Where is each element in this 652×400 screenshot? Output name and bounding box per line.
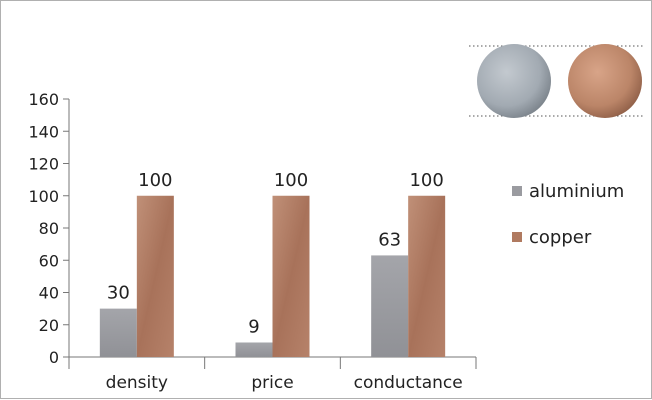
bar-copper [272,195,310,357]
y-tick-label: 40 [39,284,59,303]
bar-copper [136,195,174,357]
copper-disc [568,44,642,118]
metal-samples-image [469,44,644,118]
data-label-copper: 100 [138,170,172,191]
legend-swatch-copper [512,232,522,242]
y-tick-label: 60 [39,251,59,270]
y-tick-label: 20 [39,316,59,335]
y-tick-label: 80 [39,219,59,238]
y-tick-label: 0 [49,348,59,367]
bar-aluminium [99,308,137,357]
bar-copper [408,195,446,357]
legend-swatch-aluminium [512,186,522,196]
chart-bars [99,195,446,357]
y-tick-label: 120 [28,155,59,174]
data-label-aluminium: 30 [107,283,130,304]
chart-labels: 30 100 density 9 100 price 63 100 conductance [106,170,463,393]
x-category-label: density [106,373,168,393]
y-tick-label: 140 [28,122,59,141]
bar-aluminium [235,342,273,357]
data-label-copper: 100 [409,170,443,191]
legend-label-copper: copper [529,227,592,248]
y-tick-label: 160 [28,90,59,109]
legend-label-aluminium: aluminium [529,181,624,202]
chart-legend: aluminium copper [512,181,624,248]
data-label-aluminium: 9 [248,316,259,337]
aluminium-disc [477,44,551,118]
bar-aluminium [371,255,409,357]
y-tick-label: 100 [28,187,59,206]
data-label-copper: 100 [274,170,308,191]
data-label-aluminium: 63 [378,229,401,250]
x-category-label: price [251,373,293,393]
x-category-label: conductance [354,373,463,393]
